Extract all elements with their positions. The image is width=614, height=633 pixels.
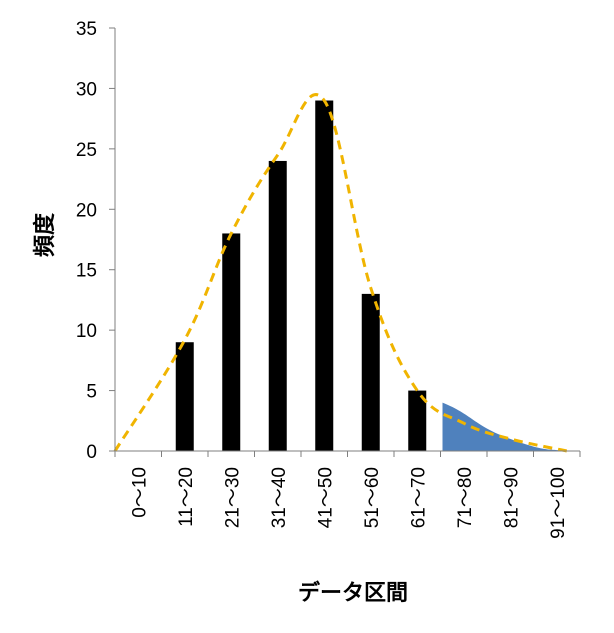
shaded-tail-layer [442,402,567,451]
y-tick-label-35: 35 [76,19,97,40]
shaded-tail-area [442,402,567,451]
y-tick-label-10: 10 [76,321,97,342]
bar-7 [408,390,427,451]
y-axis-title: 頻度 [32,212,58,257]
x-tick-label-2: 11～20 [176,467,197,527]
x-tick-label-4: 31～40 [269,467,290,528]
bar-2 [175,342,194,451]
bars-layer [175,100,427,451]
y-tick-labels: 0 5 10 15 20 25 30 35 [76,19,97,463]
y-tick-label-15: 15 [76,261,97,282]
x-tick-label-10: 91～100 [548,467,569,539]
axes-layer [109,27,581,457]
x-tick-label-3: 21～30 [222,467,243,528]
bar-4 [268,160,287,451]
x-tick-label-5: 41～50 [315,467,336,528]
y-tick-label-5: 5 [86,382,97,403]
y-tick-label-25: 25 [76,140,97,161]
bar-6 [361,293,380,451]
x-tick-label-7: 61～70 [408,467,429,528]
y-tick-label-0: 0 [86,442,97,463]
x-tick-label-9: 81～90 [501,467,522,528]
y-tick-label-20: 20 [76,200,97,221]
x-tick-label-1: 0～10 [129,467,150,518]
x-tick-label-8: 71～80 [455,467,476,528]
frequency-curve [113,93,568,453]
x-tick-labels: 0～10 11～20 21～30 31～40 41～50 51～60 61～70 71～80 8… [129,467,569,539]
y-tick-label-30: 30 [76,79,97,100]
x-tick-label-6: 51～60 [362,467,383,528]
bar-3 [222,233,241,451]
x-axis-title: データ区間 [298,580,408,606]
curve-layer [113,93,568,453]
bar-5 [315,100,334,451]
